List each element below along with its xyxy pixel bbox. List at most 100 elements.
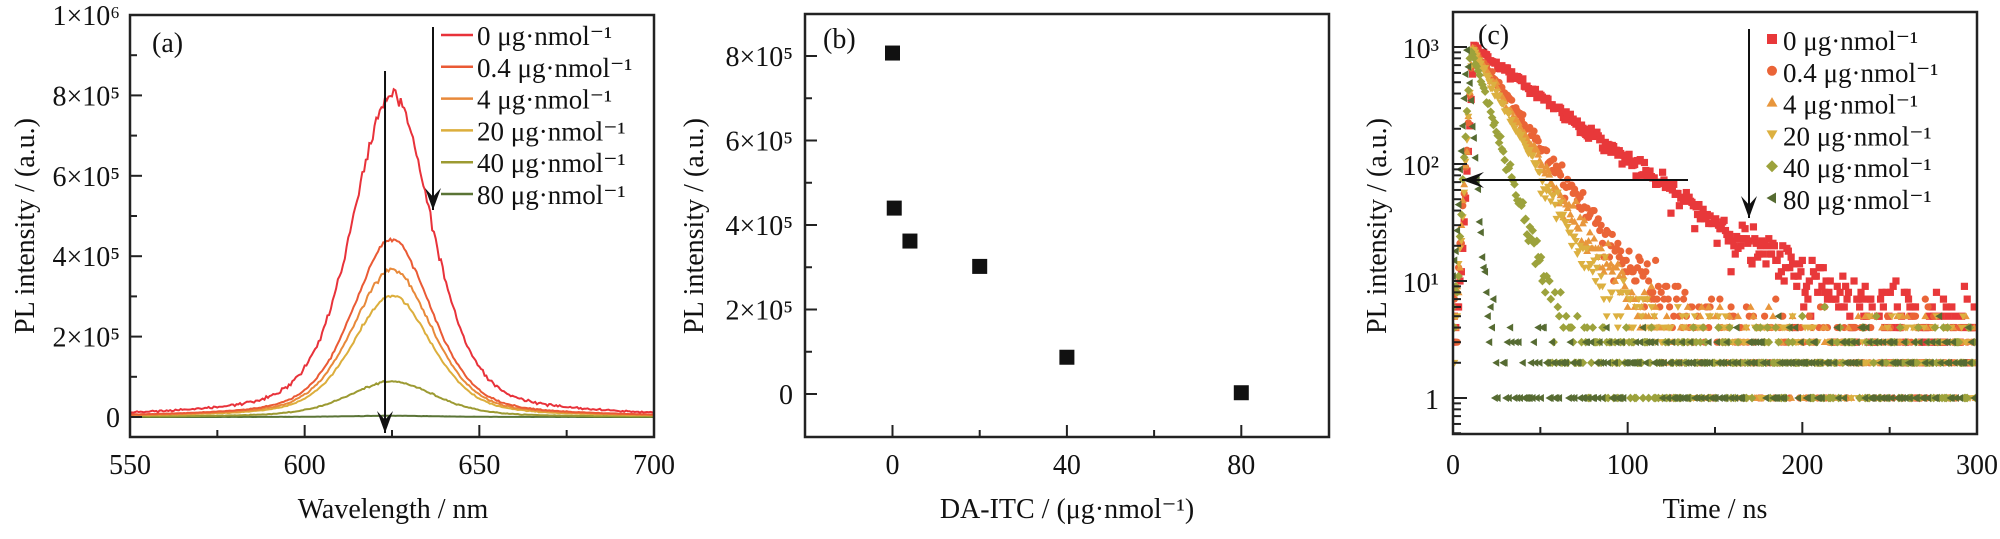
x-tick-label: 600 — [284, 450, 326, 481]
data-point — [1605, 338, 1613, 347]
data-point — [1592, 264, 1601, 272]
data-point — [1521, 131, 1530, 139]
data-point — [1544, 166, 1552, 174]
data-point — [1544, 358, 1551, 367]
data-point — [1693, 394, 1701, 402]
data-point — [1901, 394, 1909, 402]
data-point — [1696, 312, 1705, 320]
legend-label: 20 μg·nmol⁻¹ — [1783, 121, 1932, 151]
data-point — [1932, 394, 1940, 402]
y-tick-label: 8×10⁵ — [725, 42, 793, 73]
data-point — [1534, 323, 1542, 332]
data-point — [1474, 185, 1482, 194]
data-point — [1865, 313, 1874, 321]
data-point — [1771, 323, 1781, 332]
data-point — [1641, 358, 1649, 367]
data-point — [1532, 145, 1541, 153]
data-point — [1665, 303, 1674, 311]
data-point — [1541, 195, 1550, 203]
data-point — [1590, 234, 1599, 242]
data-point — [1879, 303, 1887, 311]
data-point — [1682, 313, 1691, 321]
data-point — [1667, 358, 1674, 367]
data-point — [1549, 192, 1558, 200]
data-point — [1912, 358, 1922, 368]
data-point — [1926, 358, 1934, 367]
data-point — [1494, 138, 1504, 148]
data-point — [1459, 153, 1469, 162]
legend-arrow — [425, 27, 441, 210]
data-point — [1696, 337, 1705, 347]
data-point — [1846, 312, 1854, 320]
legend-item: 4 μg·nmol⁻¹ — [1766, 90, 1918, 120]
x-tick-label: 300 — [1956, 450, 1998, 481]
data-point — [1577, 236, 1586, 244]
data-point — [1746, 302, 1755, 310]
data-point — [1809, 324, 1818, 332]
data-point — [1601, 254, 1610, 262]
panel-a: 0 2×10⁵ 4×10⁵ 6×10⁵ 8×10⁵ 1×10⁶ 550 600 650 700 Wa… — [10, 1, 675, 525]
data-point — [1721, 394, 1729, 402]
data-point — [1808, 256, 1816, 264]
decay-points — [1453, 41, 1977, 403]
legend-arrow-head — [425, 188, 441, 210]
data-point — [1556, 191, 1565, 199]
trend-arrow — [1462, 172, 1688, 188]
data-point — [1788, 313, 1797, 321]
data-point — [1747, 393, 1757, 403]
data-point — [1858, 323, 1866, 332]
data-point — [1810, 338, 1818, 347]
data-point — [1712, 215, 1720, 223]
legend-label: 4 μg·nmol⁻¹ — [1783, 90, 1918, 120]
data-point — [1618, 338, 1625, 347]
data-point — [1809, 393, 1818, 403]
data-point — [1537, 394, 1544, 402]
data-point — [1805, 337, 1814, 347]
data-point — [1629, 324, 1638, 332]
data-point — [1683, 302, 1692, 310]
data-point — [1528, 394, 1536, 402]
panel-label: (c) — [1478, 20, 1509, 51]
data-point — [1545, 188, 1554, 196]
data-point — [1551, 201, 1559, 209]
data-point — [1907, 358, 1915, 367]
data-point — [1457, 210, 1466, 219]
data-point — [1960, 282, 1969, 290]
data-point — [1495, 92, 1504, 100]
data-point — [1611, 358, 1618, 367]
data-point — [1913, 323, 1923, 332]
data-point — [1638, 393, 1648, 403]
data-point — [1933, 338, 1941, 347]
data-point — [1883, 394, 1891, 402]
legend-label: 0.4 μg·nmol⁻¹ — [477, 53, 632, 83]
data-point — [1852, 338, 1860, 347]
data-point — [1562, 358, 1570, 367]
data-point — [1454, 271, 1463, 281]
data-point — [1843, 338, 1850, 347]
data-point — [1653, 324, 1661, 332]
data-point — [886, 200, 902, 216]
data-point — [1834, 394, 1842, 402]
data-point — [1584, 394, 1592, 402]
data-point — [1820, 302, 1830, 312]
data-point — [1503, 338, 1511, 347]
data-point — [1770, 242, 1778, 250]
data-point — [1585, 228, 1594, 236]
data-point — [1591, 278, 1600, 285]
data-point — [1576, 213, 1585, 221]
y-tick-label: 6×10⁵ — [725, 127, 793, 158]
data-point — [1545, 276, 1554, 286]
legend-item: 20 μg·nmol⁻¹ — [1766, 121, 1932, 151]
data-point — [1959, 313, 1967, 321]
data-point — [1496, 132, 1505, 141]
plot-area-b — [803, 12, 1331, 439]
data-point — [1886, 288, 1894, 296]
data-point — [1706, 358, 1713, 367]
data-point — [1828, 393, 1838, 403]
data-point — [1488, 323, 1496, 332]
data-point — [1532, 394, 1540, 402]
data-point — [1622, 256, 1630, 264]
data-point — [1780, 394, 1788, 402]
data-point — [1954, 337, 1964, 347]
data-point — [1456, 263, 1464, 271]
